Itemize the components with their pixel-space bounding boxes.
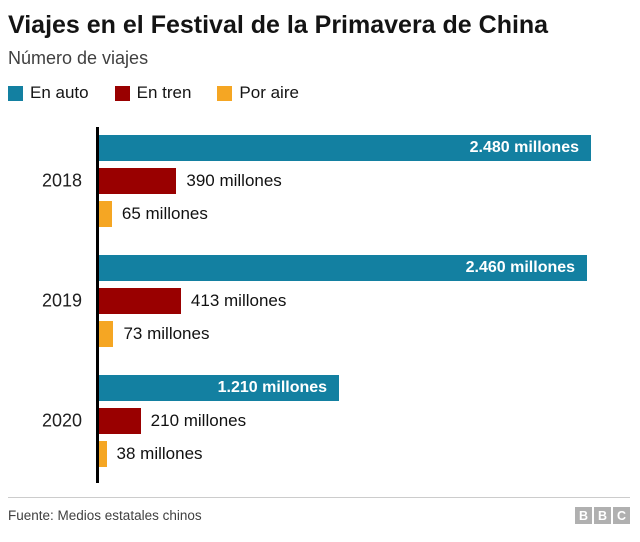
bars-2020: 1.210 millones 210 millones 38 millones: [99, 375, 591, 467]
bar-row: 65 millones: [99, 201, 591, 227]
bar-row: 1.210 millones: [99, 375, 591, 401]
legend-swatch-por-aire: [217, 85, 233, 101]
footer: Fuente: Medios estatales chinos B B C: [8, 497, 630, 524]
bar-value-label: 210 millones: [150, 411, 247, 430]
bar-value-label: 38 millones: [116, 444, 203, 463]
legend-swatch-en-auto: [8, 85, 23, 101]
bbc-logo-block: C: [613, 507, 630, 524]
bar-auto-2019: 2.460 millones: [99, 255, 588, 281]
bar-value-label: 390 millones: [186, 171, 282, 190]
bar-auto-2020: 1.210 millones: [99, 375, 340, 401]
bar-aire-2019: [99, 321, 114, 347]
legend: En auto En tren Por aire: [8, 83, 630, 103]
bar-row: 2.460 millones: [99, 255, 591, 281]
bar-value-label: 65 millones: [121, 204, 208, 223]
year-label-2019: 2019: [41, 290, 82, 311]
legend-label-por-aire: Por aire: [239, 83, 299, 102]
bars-2019: 2.460 millones 413 millones 73 millones: [99, 255, 591, 347]
legend-label-en-auto: En auto: [30, 83, 89, 102]
bar-group-2020: 2020 1.210 millones 210 millones 38 mill…: [42, 375, 630, 467]
bar-row: 73 millones: [99, 321, 591, 347]
bar-group-2019: 2019 2.460 millones 413 millones 73 mill…: [42, 255, 630, 347]
bar-tren-2020: [99, 408, 141, 434]
bar-group-2018: 2018 2.480 millones 390 millones 65 mill…: [42, 135, 630, 227]
bar-tren-2019: [99, 288, 181, 314]
bar-value-label: 413 millones: [190, 291, 287, 310]
bar-tren-2018: [99, 168, 177, 194]
bar-aire-2020: [99, 441, 107, 467]
bars-2018: 2.480 millones 390 millones 65 millones: [99, 135, 591, 227]
legend-label-en-tren: En tren: [136, 83, 192, 102]
year-label-2018: 2018: [41, 170, 82, 191]
bar-auto-2018: 2.480 millones: [99, 135, 591, 161]
bar-value-label: 2.480 millones: [469, 139, 579, 156]
bbc-logo: B B C: [575, 507, 630, 524]
bar-value-label: 73 millones: [123, 324, 210, 343]
bar-value-label: 1.210 millones: [217, 379, 328, 396]
year-label-2020: 2020: [41, 410, 82, 431]
legend-item-en-tren: En tren: [114, 83, 192, 103]
chart-title: Viajes en el Festival de la Primavera de…: [8, 11, 549, 39]
bbc-logo-block: B: [575, 507, 592, 524]
legend-swatch-en-tren: [114, 85, 130, 101]
bar-row: 38 millones: [99, 441, 591, 467]
bar-value-label: 2.460 millones: [465, 259, 576, 276]
bar-chart: 2018 2.480 millones 390 millones 65 mill…: [8, 127, 630, 483]
legend-item-en-auto: En auto: [8, 83, 89, 103]
bar-row: 413 millones: [99, 288, 591, 314]
bar-row: 210 millones: [99, 408, 591, 434]
chart-subtitle: Número de viajes: [8, 48, 149, 68]
source-credit: Fuente: Medios estatales chinos: [8, 508, 202, 523]
y-axis-line: [96, 127, 99, 483]
bar-aire-2018: [99, 201, 112, 227]
bbc-logo-block: B: [594, 507, 611, 524]
legend-item-por-aire: Por aire: [217, 83, 299, 103]
bar-row: 390 millones: [99, 168, 591, 194]
bar-row: 2.480 millones: [99, 135, 591, 161]
